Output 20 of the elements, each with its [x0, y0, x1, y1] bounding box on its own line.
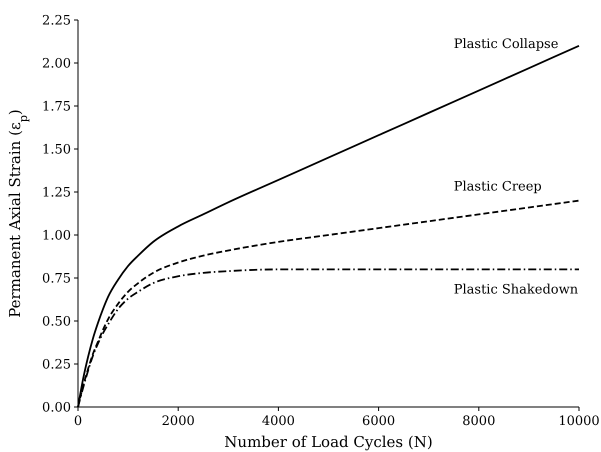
y-tick-label: 0.00 — [42, 400, 71, 416]
x-tick-label: 4000 — [262, 414, 295, 429]
series-label: Plastic Creep — [454, 180, 542, 195]
series-label: Plastic Shakedown — [454, 282, 579, 298]
y-tick-label: 2.25 — [42, 14, 71, 29]
series-label: Plastic Collapse — [454, 36, 559, 52]
y-tick-label: 1.25 — [42, 186, 71, 201]
x-tick-label: 0 — [74, 414, 82, 429]
y-tick-label: 0.25 — [42, 358, 71, 373]
y-tick-label: 2.00 — [42, 56, 71, 72]
y-tick-label: 1.50 — [42, 142, 71, 158]
x-tick-label: 6000 — [362, 414, 396, 429]
x-tick-label: 10000 — [558, 414, 600, 429]
x-axis-title: Number of Load Cycles (N) — [224, 433, 433, 451]
y-tick-label: 1.00 — [42, 228, 71, 244]
y-tick-label: 0.50 — [42, 314, 71, 330]
y-tick-label: 0.75 — [42, 272, 71, 287]
y-tick-label: 1.75 — [42, 100, 71, 115]
x-tick-label: 8000 — [462, 414, 496, 429]
x-tick-label: 2000 — [162, 414, 195, 429]
